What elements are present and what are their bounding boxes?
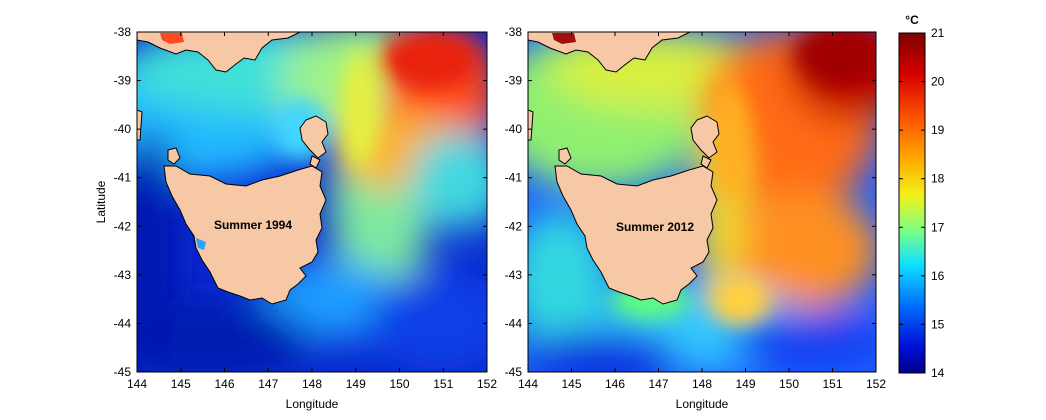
y-tick-label: -40 [114,122,132,136]
x-tick-label: 148 [302,377,322,391]
x-tick-label: 148 [692,377,712,391]
x-tick-label: 145 [561,377,581,391]
y-tick-label: -42 [505,219,523,233]
y-tick-label: -42 [114,219,132,233]
colorbar-tick-label: 20 [931,75,945,89]
y-axis-2012: -38 -39 -40 -41 -42 -43 -44 -45 [505,25,876,379]
colorbar-tick-label: 21 [931,26,945,40]
y-tick-label: -44 [505,316,523,330]
colorbar-tick-label: 14 [931,366,945,380]
land-1994 [137,32,329,305]
y-tick-label: -43 [114,268,132,282]
x-tick-label: 150 [389,377,409,391]
y-tick-label: -45 [505,365,523,379]
x-tick-label: 147 [648,377,668,391]
x-axis-2012: 144 145 146 147 148 149 150 151 152 [518,32,886,391]
colorbar-ticks: 21 20 19 18 17 16 15 14 [899,26,945,380]
x-tick-label: 145 [171,377,191,391]
y-tick-label: -44 [114,316,132,330]
x-axis-label-1994: Longitude [286,397,339,411]
colorbar-tick-label: 17 [931,220,945,234]
x-tick-label: 144 [127,377,147,391]
map-panel-1994: Summer 1994 144 145 146 147 148 149 150 151 152 … [94,25,497,411]
x-tick-label: 151 [433,377,453,391]
x-axis-1994: 144 145 146 147 148 149 150 151 152 [127,32,497,391]
x-tick-label: 152 [477,377,497,391]
colorbar: °C 21 20 19 18 17 16 15 14 [898,13,945,380]
y-tick-label: -41 [114,171,132,185]
x-tick-label: 146 [214,377,234,391]
x-tick-label: 149 [735,377,755,391]
x-axis-label-2012: Longitude [676,397,729,411]
panel-label-2012: Summer 2012 [616,220,694,234]
colorbar-tick-label: 18 [931,172,945,186]
y-tick-label: -43 [505,268,523,282]
colorbar-tick-label: 15 [931,317,945,331]
x-tick-label: 144 [518,377,538,391]
x-tick-label: 152 [866,377,886,391]
y-tick-label: -45 [114,365,132,379]
y-tick-label: -40 [505,122,523,136]
colorbar-tick-label: 19 [931,123,945,137]
panel-label-1994: Summer 1994 [214,218,292,232]
colorbar-unit: °C [905,13,919,27]
y-axis-1994: -38 -39 -40 -41 -42 -43 -44 -45 [114,25,487,379]
y-tick-label: -38 [114,25,132,39]
x-tick-label: 151 [822,377,842,391]
y-tick-label: -39 [505,74,523,88]
y-tick-label: -39 [114,74,132,88]
y-tick-label: -41 [505,171,523,185]
colorbar-gradient [898,32,926,374]
map-panel-2012: Summer 2012 144 145 146 147 148 149 150 151 152 … [505,25,887,411]
x-tick-label: 149 [346,377,366,391]
y-axis-label-1994: Latitude [94,180,108,223]
y-tick-label: -38 [505,25,523,39]
land-2012 [528,32,720,305]
x-tick-label: 147 [258,377,278,391]
colorbar-tick-label: 16 [931,269,945,283]
x-tick-label: 146 [605,377,625,391]
x-tick-label: 150 [779,377,799,391]
